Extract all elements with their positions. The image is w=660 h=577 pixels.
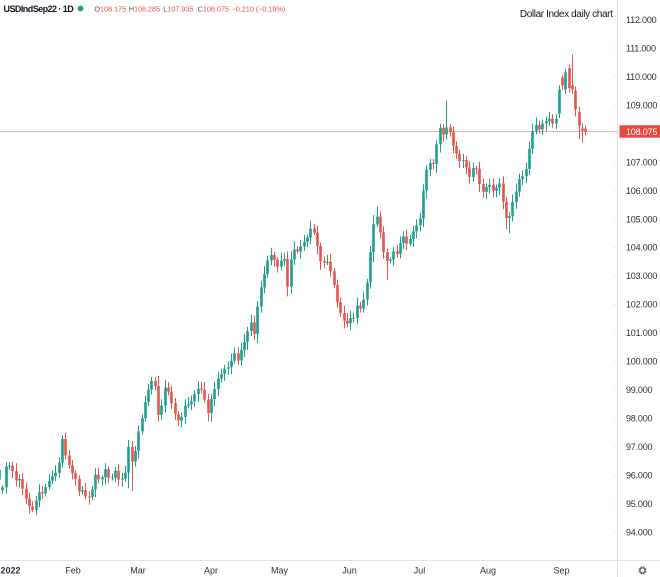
svg-text:Dollar Index daily chart: Dollar Index daily chart: [520, 9, 613, 20]
svg-text:101.000: 101.000: [626, 328, 657, 338]
svg-text:2022: 2022: [0, 566, 20, 576]
svg-text:110.000: 110.000: [626, 72, 657, 82]
svg-text:Jul: Jul: [414, 566, 426, 576]
svg-text:O108.175: O108.175: [94, 4, 126, 13]
svg-text:94.000: 94.000: [626, 528, 653, 538]
svg-text:C108.075: C108.075: [198, 4, 229, 13]
svg-text:112.000: 112.000: [626, 15, 657, 25]
svg-text:Apr: Apr: [204, 566, 218, 576]
svg-text:105.000: 105.000: [626, 214, 657, 224]
svg-text:109.000: 109.000: [626, 100, 657, 110]
svg-text:100.000: 100.000: [626, 357, 657, 367]
svg-text:H108.285: H108.285: [129, 4, 160, 13]
svg-text:97.000: 97.000: [626, 442, 653, 452]
svg-text:95.000: 95.000: [626, 499, 653, 509]
svg-text:99.000: 99.000: [626, 385, 653, 395]
svg-text:103.000: 103.000: [626, 271, 657, 281]
svg-text:98.000: 98.000: [626, 414, 653, 424]
svg-text:108.075: 108.075: [626, 127, 657, 137]
svg-text:106.000: 106.000: [626, 186, 657, 196]
svg-text:Feb: Feb: [65, 566, 81, 576]
svg-text:USDIndSep22 · 1D: USDIndSep22 · 1D: [4, 4, 75, 14]
svg-text:102.000: 102.000: [626, 300, 657, 310]
svg-text:Mar: Mar: [130, 566, 146, 576]
svg-text:Sep: Sep: [553, 566, 569, 576]
svg-text:L107.935: L107.935: [163, 4, 193, 13]
svg-text:107.000: 107.000: [626, 157, 657, 167]
svg-text:May: May: [271, 566, 289, 576]
svg-text:−0.210 (−0.19%): −0.210 (−0.19%): [232, 4, 286, 13]
svg-text:111.000: 111.000: [626, 43, 656, 53]
svg-text:Aug: Aug: [480, 566, 496, 576]
svg-text:104.000: 104.000: [626, 243, 657, 253]
svg-text:96.000: 96.000: [626, 471, 653, 481]
svg-text:Jun: Jun: [342, 566, 357, 576]
